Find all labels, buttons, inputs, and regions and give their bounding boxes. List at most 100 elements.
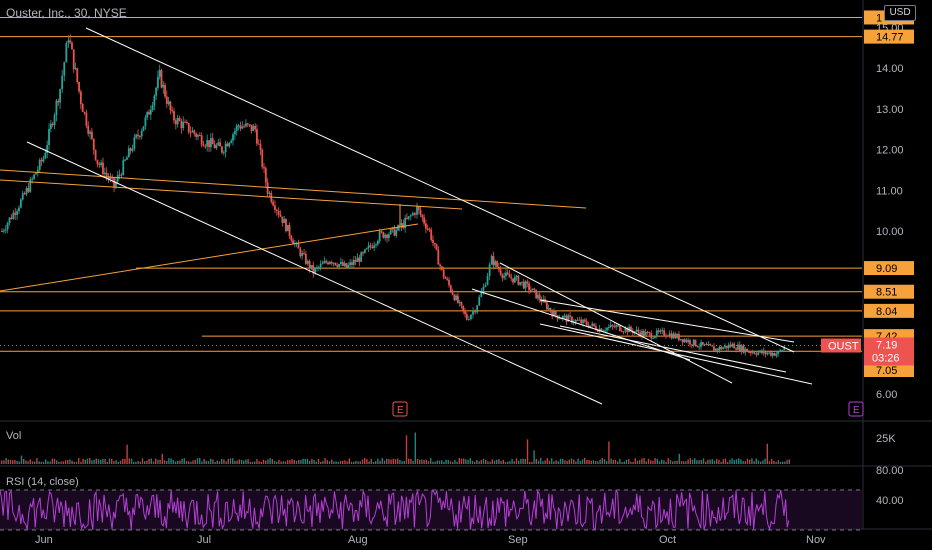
volume-bar (291, 459, 293, 464)
candle (424, 223, 427, 229)
volume-bar (696, 460, 698, 464)
candle (44, 153, 47, 159)
volume-bar (223, 459, 225, 464)
level-label: 7.05 (876, 365, 897, 377)
candle (160, 70, 163, 88)
volume-bar (212, 459, 214, 464)
candle (571, 316, 573, 323)
candle (288, 224, 291, 236)
volume-bar (25, 460, 27, 464)
volume-bar (533, 450, 535, 464)
candle (164, 84, 166, 97)
volume-bar (432, 461, 434, 464)
volume-bar (755, 458, 757, 464)
volume-bar (669, 459, 672, 464)
volume-bar (265, 460, 267, 464)
candle (241, 126, 244, 129)
volume-bar (625, 459, 628, 464)
volume-bar (350, 461, 353, 464)
volume-bar (434, 461, 436, 464)
candle (524, 281, 527, 289)
volume-bar (331, 459, 333, 464)
volume-bar (207, 461, 210, 464)
volume-bar (740, 459, 742, 464)
volume-bar (687, 459, 689, 464)
volume-bar (245, 459, 247, 464)
countdown: 03:26 (872, 353, 900, 365)
volume-bar (482, 458, 485, 464)
volume-bar (786, 460, 788, 464)
candle (545, 302, 548, 310)
candle (547, 308, 550, 310)
candle (733, 343, 736, 349)
volume-bar (727, 461, 729, 464)
candle (576, 319, 579, 321)
candle (587, 325, 590, 328)
candle (705, 344, 708, 346)
volume-bar (498, 459, 500, 464)
candle (585, 321, 588, 326)
candle (439, 264, 442, 267)
volume-bar (298, 460, 300, 464)
channel-line (559, 325, 787, 373)
candle (140, 130, 143, 137)
candle (630, 326, 632, 331)
volume-bar (584, 457, 586, 464)
volume-bar (568, 459, 570, 464)
candle (644, 331, 647, 336)
volume-bar (388, 459, 390, 464)
volume-bar (445, 459, 447, 464)
candle (21, 193, 24, 200)
candle (652, 337, 654, 339)
candle (360, 252, 363, 262)
candle (118, 174, 121, 176)
volume-bar (75, 461, 78, 464)
candle (261, 149, 264, 168)
volume-bar (586, 459, 588, 464)
volume-bar (190, 461, 192, 464)
volume-bar (392, 458, 394, 464)
volume-bar (447, 460, 449, 464)
candle (89, 131, 91, 134)
candle (655, 330, 658, 337)
volume-bar (225, 461, 227, 464)
volume-bar (775, 461, 777, 464)
candle (606, 327, 608, 331)
volume-bar (236, 460, 238, 464)
volume-bar (278, 459, 280, 464)
candle (277, 210, 280, 215)
volume-bar (379, 460, 381, 464)
candle (482, 286, 485, 292)
candle (23, 193, 26, 195)
candle (624, 327, 627, 332)
candle (386, 234, 388, 239)
volume-bar (251, 461, 254, 464)
candle (250, 124, 253, 131)
volume-bar (130, 458, 133, 464)
volume-bar (456, 461, 458, 464)
volume-bar (104, 458, 106, 464)
volume-bar (311, 458, 313, 464)
volume-bar (315, 461, 317, 464)
volume-bar (614, 460, 617, 464)
volume-bar (779, 461, 782, 464)
candle (382, 232, 385, 238)
candle (57, 100, 60, 103)
volume-bar (179, 460, 181, 464)
date-tick: Oct (659, 534, 676, 546)
candle (687, 340, 690, 343)
volume-bar (632, 461, 634, 464)
candle (513, 276, 516, 283)
candle (474, 310, 476, 313)
price-tick: 6.00 (876, 389, 897, 401)
candle (259, 144, 262, 150)
currency-button[interactable]: USD (884, 5, 916, 21)
candle (274, 205, 276, 210)
candle (222, 152, 225, 154)
volume-bar (375, 461, 377, 464)
volume-bar (89, 458, 91, 464)
candle (65, 43, 68, 63)
candle (490, 256, 493, 265)
volume-bar (698, 460, 700, 464)
